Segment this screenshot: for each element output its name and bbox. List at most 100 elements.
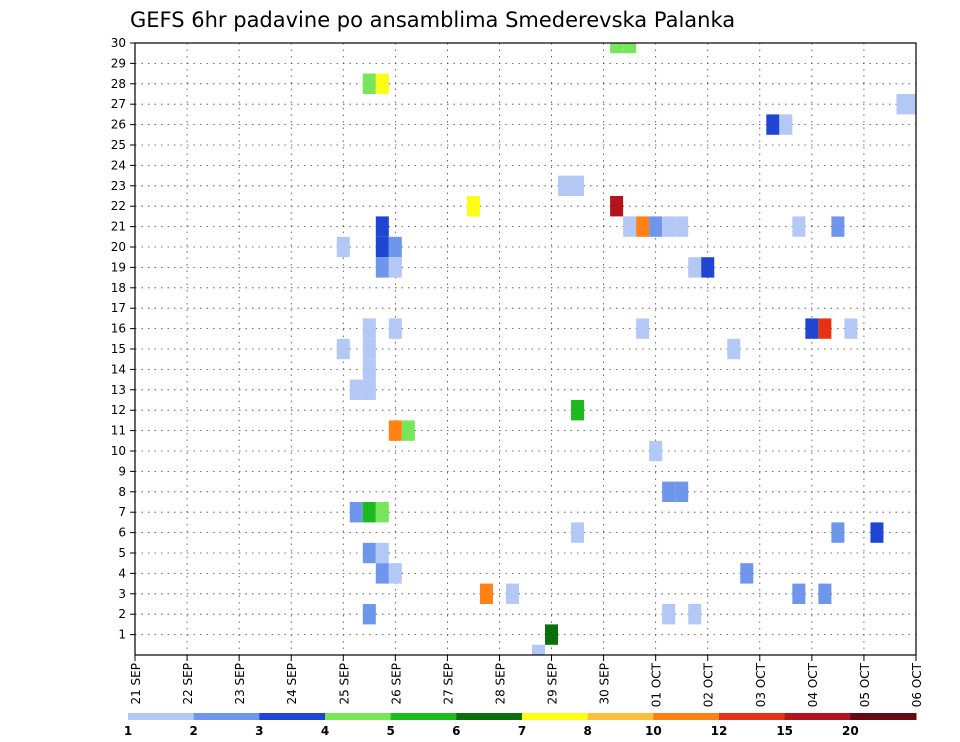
x-tick-label: 28 SEP: [493, 663, 507, 705]
chart-title: GEFS 6hr padavine po ansamblima Smederev…: [130, 8, 735, 32]
grid-lines: [135, 42, 916, 655]
legend-label: 2: [189, 724, 197, 738]
precip-cell: [792, 216, 806, 237]
precip-cell: [649, 216, 663, 237]
precip-cell: [818, 583, 832, 604]
precip-cell: [662, 604, 676, 625]
precip-cell: [388, 318, 402, 339]
precip-cell: [623, 216, 637, 237]
precip-cell: [701, 257, 715, 278]
precip-cell: [636, 318, 650, 339]
y-tick-label: 26: [111, 118, 126, 132]
precip-cell: [349, 502, 363, 523]
y-axis: 1234567891011121314151617181920212223242…: [111, 36, 135, 642]
precip-cell: [375, 563, 389, 584]
precip-cell: [792, 583, 806, 604]
legend-label: 4: [321, 724, 329, 738]
precip-cell: [844, 318, 858, 339]
legend-swatch: [719, 713, 786, 720]
y-tick-label: 19: [111, 260, 126, 274]
y-tick-label: 13: [111, 383, 126, 397]
x-tick-label: 25 SEP: [337, 663, 351, 705]
precip-cell: [662, 481, 676, 502]
x-tick-label: 22 SEP: [181, 663, 195, 705]
y-tick-label: 2: [118, 607, 126, 621]
precip-cell: [362, 338, 376, 360]
legend-label: 12: [711, 724, 728, 738]
y-tick-label: 16: [111, 322, 126, 336]
legend-swatch: [850, 713, 917, 720]
precip-cell: [388, 257, 402, 278]
y-tick-label: 28: [111, 77, 126, 91]
precip-cell: [909, 94, 916, 115]
x-tick-label: 06 OCT: [910, 662, 924, 707]
precip-cell: [532, 644, 546, 655]
y-tick-label: 17: [111, 301, 126, 315]
x-tick-label: 01 OCT: [650, 662, 664, 707]
legend-label: 10: [645, 724, 662, 738]
precip-cell: [662, 216, 676, 237]
legend-label: 7: [518, 724, 526, 738]
y-tick-label: 6: [118, 526, 126, 540]
y-tick-label: 11: [111, 424, 126, 438]
legend-label: 1: [124, 724, 132, 738]
x-tick-label: 24 SEP: [285, 663, 299, 705]
x-tick-label: 29 SEP: [546, 663, 560, 705]
legend-swatch: [390, 713, 457, 720]
x-tick-label: 27 SEP: [441, 663, 455, 705]
legend-swatch: [456, 713, 523, 720]
y-tick-label: 20: [111, 240, 126, 254]
y-tick-label: 5: [118, 546, 126, 560]
legend-swatch: [193, 713, 260, 720]
y-tick-label: 12: [111, 403, 126, 417]
legend-label: 6: [452, 724, 460, 738]
precip-cell: [388, 563, 402, 584]
precip-cell: [388, 420, 402, 441]
precip-cell: [831, 216, 845, 237]
precip-cell: [649, 440, 663, 462]
precip-cell: [362, 318, 376, 339]
precip-cell: [336, 338, 350, 360]
data-cells: [336, 43, 916, 655]
precip-cell: [375, 216, 389, 237]
y-tick-label: 14: [111, 362, 126, 376]
x-tick-label: 23 SEP: [233, 663, 247, 705]
precip-cell: [896, 94, 910, 115]
y-tick-label: 9: [118, 464, 126, 478]
y-tick-label: 8: [118, 485, 126, 499]
precip-cell: [740, 563, 754, 584]
precip-cell: [688, 257, 702, 278]
precip-cell: [362, 379, 376, 400]
precip-cell: [479, 583, 493, 604]
legend-swatch: [522, 713, 589, 720]
legend-label: 15: [776, 724, 793, 738]
precip-cell: [610, 43, 624, 54]
y-tick-label: 29: [111, 56, 126, 70]
precip-cell: [349, 379, 363, 400]
x-tick-label: 26 SEP: [389, 663, 403, 705]
precip-cell: [623, 43, 637, 54]
precip-cell: [636, 216, 650, 237]
legend-swatch: [587, 713, 654, 720]
precip-cell: [675, 216, 689, 237]
precip-cell: [571, 400, 585, 421]
legend-swatch: [128, 713, 195, 720]
precip-cell: [675, 481, 689, 502]
precip-cell: [831, 522, 845, 543]
precip-cell: [362, 73, 376, 94]
precip-cell: [571, 175, 585, 196]
x-tick-label: 02 OCT: [702, 662, 716, 707]
legend-swatch: [653, 713, 720, 720]
color-legend: 1 2 3 4 5 6 7 8 10 12 15 20: [124, 713, 917, 738]
precip-cell: [375, 257, 389, 278]
y-tick-label: 10: [111, 444, 126, 458]
precip-cell: [688, 604, 702, 625]
y-tick-label: 27: [111, 97, 126, 111]
precip-cell: [727, 338, 741, 360]
precip-cell: [466, 196, 480, 217]
legend-swatch: [259, 713, 326, 720]
precip-cell: [375, 73, 389, 94]
y-tick-label: 4: [118, 566, 126, 580]
precip-cell: [545, 624, 559, 645]
